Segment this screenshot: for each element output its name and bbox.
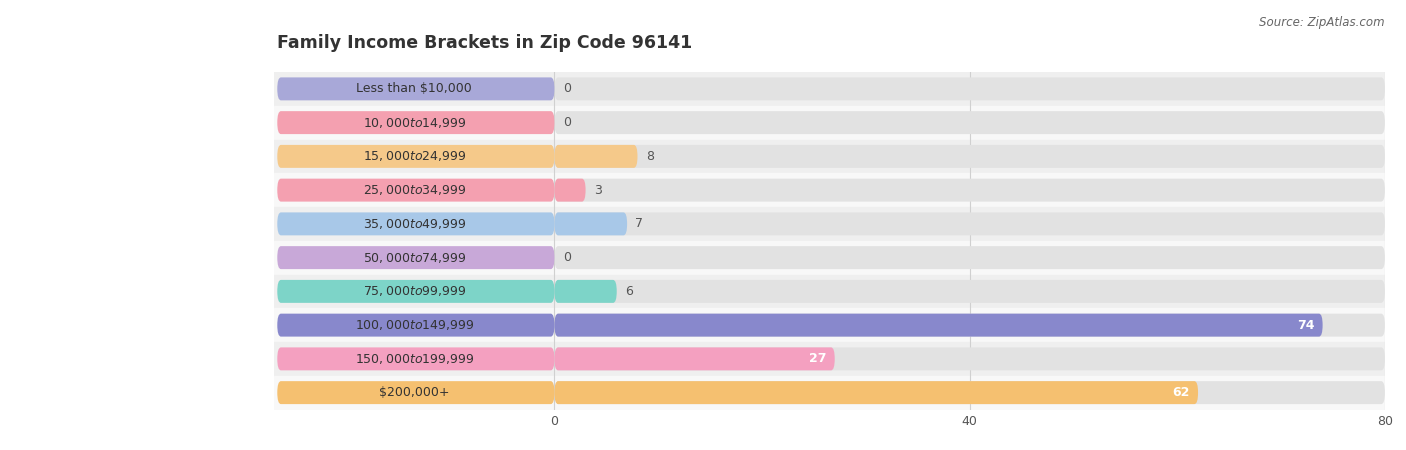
- Bar: [274, 173, 1385, 207]
- FancyBboxPatch shape: [277, 314, 554, 337]
- FancyBboxPatch shape: [554, 347, 835, 370]
- Bar: [274, 241, 1385, 274]
- Text: $50,000 to $74,999: $50,000 to $74,999: [363, 251, 465, 265]
- FancyBboxPatch shape: [554, 347, 1385, 370]
- FancyBboxPatch shape: [277, 179, 554, 202]
- FancyBboxPatch shape: [554, 111, 1385, 134]
- Bar: [274, 207, 1385, 241]
- Text: 74: 74: [1296, 319, 1315, 332]
- Text: 6: 6: [626, 285, 633, 298]
- FancyBboxPatch shape: [554, 381, 1198, 404]
- FancyBboxPatch shape: [554, 179, 585, 202]
- Text: 62: 62: [1173, 386, 1189, 399]
- Text: $15,000 to $24,999: $15,000 to $24,999: [363, 149, 465, 163]
- FancyBboxPatch shape: [554, 381, 1385, 404]
- FancyBboxPatch shape: [277, 77, 554, 100]
- FancyBboxPatch shape: [554, 212, 627, 235]
- Bar: [274, 106, 1385, 140]
- FancyBboxPatch shape: [277, 280, 554, 303]
- FancyBboxPatch shape: [277, 347, 554, 370]
- FancyBboxPatch shape: [277, 212, 554, 235]
- Text: $35,000 to $49,999: $35,000 to $49,999: [363, 217, 465, 231]
- Text: $10,000 to $14,999: $10,000 to $14,999: [363, 116, 465, 130]
- Text: $100,000 to $149,999: $100,000 to $149,999: [354, 318, 474, 332]
- FancyBboxPatch shape: [554, 280, 1385, 303]
- Bar: [274, 308, 1385, 342]
- Bar: [274, 72, 1385, 106]
- FancyBboxPatch shape: [277, 145, 554, 168]
- Text: 0: 0: [562, 82, 571, 95]
- Text: $200,000+: $200,000+: [380, 386, 450, 399]
- Text: 7: 7: [636, 217, 644, 230]
- Text: 8: 8: [645, 150, 654, 163]
- FancyBboxPatch shape: [554, 77, 1385, 100]
- Text: $150,000 to $199,999: $150,000 to $199,999: [354, 352, 474, 366]
- FancyBboxPatch shape: [554, 314, 1385, 337]
- Text: 3: 3: [593, 184, 602, 197]
- FancyBboxPatch shape: [277, 111, 554, 134]
- Text: 0: 0: [562, 251, 571, 264]
- FancyBboxPatch shape: [554, 212, 1385, 235]
- Text: Family Income Brackets in Zip Code 96141: Family Income Brackets in Zip Code 96141: [277, 34, 693, 52]
- FancyBboxPatch shape: [277, 381, 554, 404]
- Bar: [274, 140, 1385, 173]
- Bar: [274, 376, 1385, 410]
- Text: 27: 27: [808, 352, 827, 365]
- Text: Less than $10,000: Less than $10,000: [357, 82, 472, 95]
- FancyBboxPatch shape: [554, 246, 1385, 269]
- FancyBboxPatch shape: [554, 314, 1323, 337]
- FancyBboxPatch shape: [277, 246, 554, 269]
- FancyBboxPatch shape: [554, 179, 1385, 202]
- Text: Source: ZipAtlas.com: Source: ZipAtlas.com: [1260, 16, 1385, 29]
- Text: $25,000 to $34,999: $25,000 to $34,999: [363, 183, 465, 197]
- Bar: [274, 274, 1385, 308]
- FancyBboxPatch shape: [554, 145, 637, 168]
- Bar: [274, 342, 1385, 376]
- Text: 0: 0: [562, 116, 571, 129]
- FancyBboxPatch shape: [554, 280, 617, 303]
- FancyBboxPatch shape: [554, 145, 1385, 168]
- Text: $75,000 to $99,999: $75,000 to $99,999: [363, 284, 465, 298]
